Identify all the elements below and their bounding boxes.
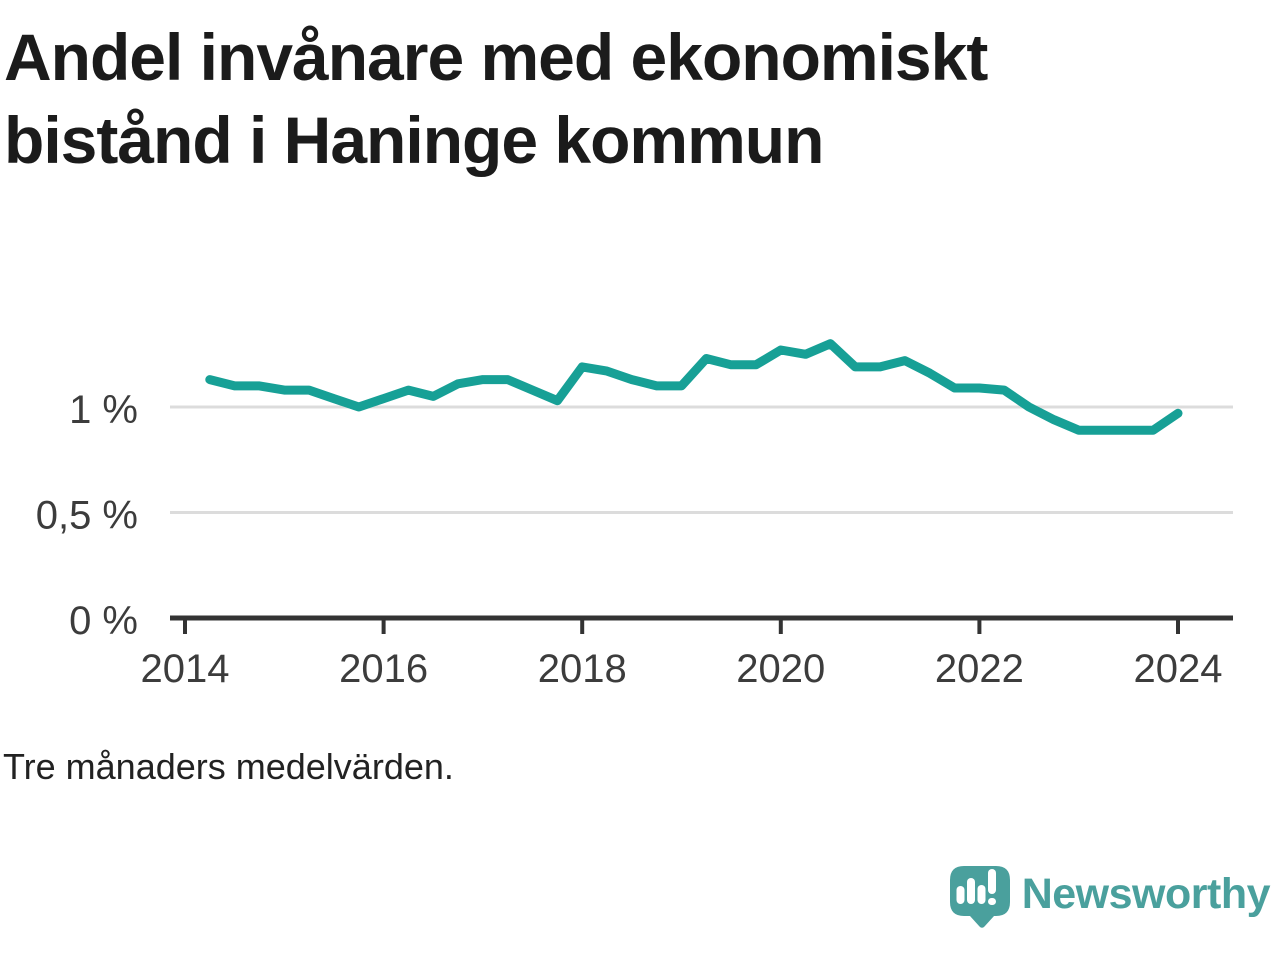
x-axis-tick-labels: 2014 2016 2018 2020 2022 2024 <box>141 647 1223 691</box>
bar-medium <box>977 885 986 904</box>
y-tick-label-0.5: 0,5 % <box>36 494 138 538</box>
x-tick-label-2020: 2020 <box>736 647 825 691</box>
exclamation-bar <box>987 869 996 894</box>
bar-chart-glyph <box>956 869 996 905</box>
y-axis-tick-labels: 1 % 0,5 % 0 % <box>36 388 138 643</box>
data-series-line <box>205 339 1183 435</box>
exclamation-dot <box>987 898 996 905</box>
x-tick-label-2016: 2016 <box>339 647 428 691</box>
newsworthy-wordmark: Newsworthy <box>1021 870 1271 918</box>
x-tick-label-2014: 2014 <box>141 647 230 691</box>
chart-footnote: Tre månaders medelvärden. <box>3 746 454 787</box>
y-tick-label-0: 0 % <box>69 599 138 643</box>
y-tick-label-1: 1 % <box>69 388 138 432</box>
newsworthy-logo-icon <box>949 866 1010 928</box>
x-tick-label-2018: 2018 <box>538 647 627 691</box>
bar-short <box>956 886 965 904</box>
gridlines <box>170 405 1233 514</box>
bar-tall <box>966 878 975 904</box>
x-axis-ticks <box>183 618 1180 634</box>
chart-title: Andel invånare med ekonomiskt bistånd i … <box>4 20 988 177</box>
x-tick-label-2024: 2024 <box>1134 647 1223 691</box>
brand-lockup: Newsworthy <box>945 858 1271 930</box>
x-tick-label-2022: 2022 <box>935 647 1024 691</box>
